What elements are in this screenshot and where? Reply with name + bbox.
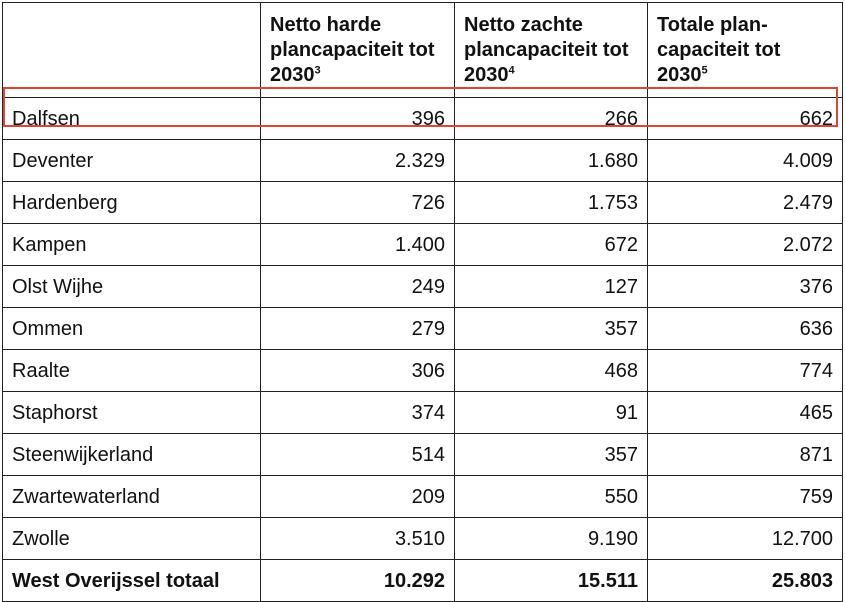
total-hard: 10.292 bbox=[260, 559, 455, 602]
row-municipality: Dalfsen bbox=[2, 97, 261, 140]
row-municipality: Steenwijkerland bbox=[2, 433, 261, 476]
row-total: 376 bbox=[647, 265, 843, 308]
row-total: 636 bbox=[647, 307, 843, 350]
header-total-capacity: Totale plan-capaciteit tot 20305 bbox=[647, 2, 843, 98]
row-soft: 1.680 bbox=[454, 139, 648, 182]
row-soft: 266 bbox=[454, 97, 648, 140]
row-hard: 306 bbox=[260, 349, 455, 392]
row-hard: 279 bbox=[260, 307, 455, 350]
row-soft: 357 bbox=[454, 307, 648, 350]
row-soft: 1.753 bbox=[454, 181, 648, 224]
row-total: 2.479 bbox=[647, 181, 843, 224]
table-row: Zwartewaterland 209 550 759 bbox=[2, 475, 843, 518]
header-municipality bbox=[2, 2, 261, 98]
row-soft: 357 bbox=[454, 433, 648, 476]
row-total: 774 bbox=[647, 349, 843, 392]
row-hard: 2.329 bbox=[260, 139, 455, 182]
row-hard: 3.510 bbox=[260, 517, 455, 560]
total-total: 25.803 bbox=[647, 559, 843, 602]
table-row: Deventer 2.329 1.680 4.009 bbox=[2, 139, 843, 182]
row-municipality: Olst Wijhe bbox=[2, 265, 261, 308]
row-soft: 468 bbox=[454, 349, 648, 392]
row-hard: 209 bbox=[260, 475, 455, 518]
row-municipality: Zwolle bbox=[2, 517, 261, 560]
row-municipality: Deventer bbox=[2, 139, 261, 182]
header-hard-capacity: Netto harde plancapaciteit tot 20303 bbox=[260, 2, 455, 98]
row-municipality: Hardenberg bbox=[2, 181, 261, 224]
row-total: 871 bbox=[647, 433, 843, 476]
header-row: Netto harde plancapaciteit tot 20303 Net… bbox=[2, 2, 843, 98]
total-label: West Overijssel totaal bbox=[2, 559, 261, 602]
row-municipality: Zwartewaterland bbox=[2, 475, 261, 518]
row-municipality: Kampen bbox=[2, 223, 261, 266]
table-row: Olst Wijhe 249 127 376 bbox=[2, 265, 843, 308]
table-row: Raalte 306 468 774 bbox=[2, 349, 843, 392]
row-hard: 396 bbox=[260, 97, 455, 140]
row-hard: 374 bbox=[260, 391, 455, 434]
row-total: 2.072 bbox=[647, 223, 843, 266]
row-total: 12.700 bbox=[647, 517, 843, 560]
header-soft-capacity: Netto zachte plancapaciteit tot 20304 bbox=[454, 2, 648, 98]
row-municipality: Staphorst bbox=[2, 391, 261, 434]
row-hard: 726 bbox=[260, 181, 455, 224]
row-soft: 672 bbox=[454, 223, 648, 266]
table-row: Kampen 1.400 672 2.072 bbox=[2, 223, 843, 266]
row-total: 465 bbox=[647, 391, 843, 434]
row-total: 662 bbox=[647, 97, 843, 140]
row-soft: 127 bbox=[454, 265, 648, 308]
row-hard: 1.400 bbox=[260, 223, 455, 266]
row-hard: 514 bbox=[260, 433, 455, 476]
table-row: Staphorst 374 91 465 bbox=[2, 391, 843, 434]
row-soft: 550 bbox=[454, 475, 648, 518]
row-total: 4.009 bbox=[647, 139, 843, 182]
total-row: West Overijssel totaal 10.292 15.511 25.… bbox=[2, 559, 843, 602]
row-soft: 91 bbox=[454, 391, 648, 434]
table-row: Dalfsen 396 266 662 bbox=[2, 97, 843, 140]
table-row: Steenwijkerland 514 357 871 bbox=[2, 433, 843, 476]
table-row: Ommen 279 357 636 bbox=[2, 307, 843, 350]
row-soft: 9.190 bbox=[454, 517, 648, 560]
row-municipality: Raalte bbox=[2, 349, 261, 392]
row-municipality: Ommen bbox=[2, 307, 261, 350]
total-soft: 15.511 bbox=[454, 559, 648, 602]
table-row: Hardenberg 726 1.753 2.479 bbox=[2, 181, 843, 224]
row-total: 759 bbox=[647, 475, 843, 518]
table-row: Zwolle 3.510 9.190 12.700 bbox=[2, 517, 843, 560]
row-hard: 249 bbox=[260, 265, 455, 308]
